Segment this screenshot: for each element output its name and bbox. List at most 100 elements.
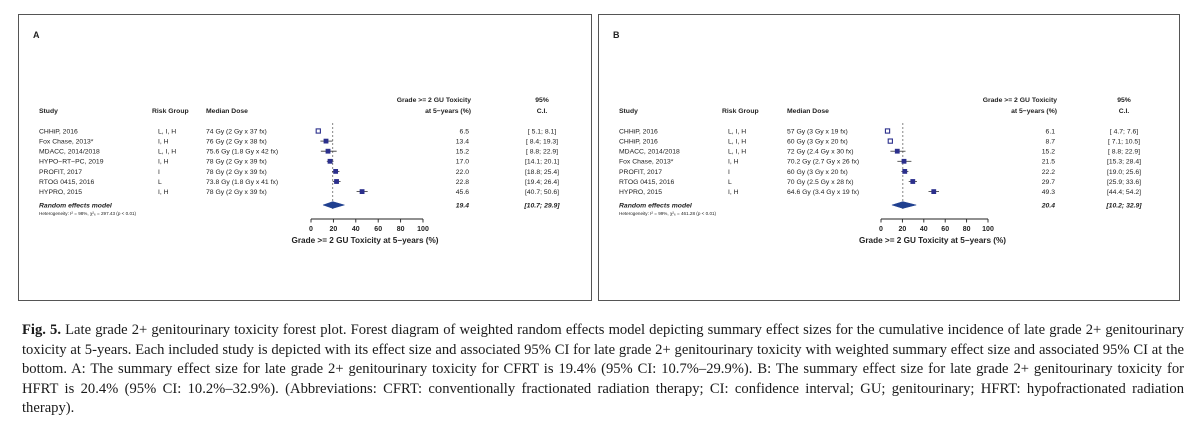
study-risk-group: I, H [728,159,739,166]
study-effect-marker [910,179,916,184]
forest-plot-panel-b: B Study Risk Group Median Dose Grade >= 2 GU… [598,14,1180,301]
study-effect: 15.2 [456,149,469,156]
study-effect-marker [902,169,908,174]
x-axis-label: Grade >= 2 GU Toxicity at 5−years (%) [291,236,438,245]
header-effect-line1: Grade >= 2 GU Toxicity [397,97,472,104]
study-effect: 22.8 [456,179,469,186]
x-axis-label: Grade >= 2 GU Toxicity at 5−years (%) [859,236,1006,245]
figure-caption: Fig. 5. Late grade 2+ genitourinary toxi… [22,321,1184,419]
study-effect: 29.7 [1042,179,1055,186]
header-study: Study [619,108,638,115]
study-risk-group: I [728,169,730,176]
x-axis-tick-label: 100 [982,226,994,233]
study-median-dose: 70 Gy (2.5 Gy x 28 fx) [787,179,853,186]
study-risk-group: I [158,169,160,176]
figure-caption-label: Fig. 5. [22,322,61,338]
x-axis-tick-label: 40 [920,226,928,233]
study-median-dose: 72 Gy (2.4 Gy x 30 fx) [787,149,853,156]
study-effect: 6.5 [460,128,470,135]
study-name: PROFIT, 2017 [39,169,82,176]
study-name: MDACC, 2014/2018 [39,149,100,156]
study-ci: [ 4.7; 7.6] [1110,128,1138,135]
study-effect-marker [325,148,331,154]
study-effect-marker [327,158,333,164]
study-name: CHHiP, 2016 [619,128,658,135]
study-ci: [ 8.4; 19.3] [526,139,558,146]
header-effect-line2: at 5−years (%) [1011,108,1057,115]
study-ci: [14.1; 20.1] [525,159,559,166]
study-effect-marker [884,128,891,134]
study-ci: [44.4; 54.2] [1107,189,1141,196]
study-name: RTOG 0415, 2016 [39,179,95,186]
figure-caption-text: Late grade 2+ genitourinary toxicity for… [22,322,1185,417]
study-effect: 45.6 [456,189,469,196]
study-ci: [ 8.8; 22.9] [1108,149,1140,156]
study-median-dose: 73.8 Gy (1.8 Gy x 41 fx) [206,179,278,186]
study-risk-group: L [158,179,162,186]
study-risk-group: I, H [158,189,169,196]
study-ci: [ 5.1; 8.1] [528,128,556,135]
x-axis-tick-label: 20 [899,226,907,233]
heterogeneity-text: Heterogeneity: I² = 99%, χ²₆ = 461.28 (p… [619,211,717,216]
study-effect: 21.5 [1042,159,1055,166]
study-effect: 22.0 [456,169,469,176]
header-study: Study [39,108,58,115]
study-effect: 15.2 [1042,149,1055,156]
summary-effect: 20.4 [1041,202,1055,209]
study-median-dose: 60 Gy (3 Gy x 20 fx) [787,169,848,176]
header-median-dose: Median Dose [787,108,829,115]
study-name: MDACC, 2014/2018 [619,149,680,156]
study-risk-group: I, H [158,139,169,146]
study-median-dose: 64.6 Gy (3.4 Gy x 19 fx) [787,189,859,196]
study-effect: 8.7 [1046,139,1056,146]
study-name: Fox Chase, 2013* [619,159,674,166]
study-ci: [25.9; 33.6] [1107,179,1141,186]
study-effect-marker [931,189,937,194]
study-median-dose: 70.2 Gy (2.7 Gy x 26 fx) [787,159,859,166]
study-median-dose: 57 Gy (3 Gy x 19 fx) [787,128,848,135]
x-axis-tick-label: 80 [397,226,405,233]
study-ci: [ 8.8; 22.9] [526,149,558,156]
study-name: HYPO−RT−PC, 2019 [39,159,104,166]
study-risk-group: L, I, H [728,139,746,146]
study-effect-marker [359,189,365,194]
header-risk-group: Risk Group [152,108,189,115]
header-median-dose: Median Dose [206,108,248,115]
study-effect-marker [333,169,339,174]
study-risk-group: L [728,179,732,186]
panel-label: A [33,30,40,40]
header-ci-line2: C.I. [537,108,548,115]
study-effect-marker [887,138,893,144]
study-effect: 22.2 [1042,169,1055,176]
header-risk-group: Risk Group [722,108,759,115]
study-effect-marker [894,148,900,154]
summary-diamond [322,201,346,209]
study-effect-marker [323,138,329,144]
study-median-dose: 60 Gy (3 Gy x 20 fx) [787,139,848,146]
study-median-dose: 78 Gy (2 Gy x 39 fx) [206,189,267,196]
heterogeneity-text: Heterogeneity: I² = 98%, χ²₆ = 297.43 (p… [39,211,137,216]
study-name: Fox Chase, 2013* [39,139,94,146]
panel-label: B [613,30,620,40]
study-effect: 6.1 [1046,128,1056,135]
study-name: HYPRO, 2015 [39,189,82,196]
study-name: PROFIT, 2017 [619,169,662,176]
header-ci-line2: C.I. [1119,108,1130,115]
study-ci: [19.0; 25.6] [1107,169,1141,176]
summary-ci: [10.2; 32.9] [1105,202,1142,209]
forest-plot-b: B Study Risk Group Median Dose Grade >= 2 GU… [613,30,1142,245]
header-ci-line1: 95% [535,97,549,104]
x-axis-tick-label: 100 [417,226,429,233]
study-risk-group: L, I, H [728,149,746,156]
x-axis-tick-label: 60 [941,226,949,233]
study-effect: 17.0 [456,159,469,166]
study-risk-group: L, I, H [158,149,176,156]
study-median-dose: 75.6 Gy (1.8 Gy x 42 fx) [206,149,278,156]
study-median-dose: 76 Gy (2 Gy x 38 fx) [206,139,267,146]
study-risk-group: I, H [158,159,169,166]
study-name: CHHiP, 2016 [619,139,658,146]
study-effect: 49.3 [1042,189,1055,196]
study-name: RTOG 0415, 2016 [619,179,675,186]
header-effect-line1: Grade >= 2 GU Toxicity [983,97,1058,104]
study-ci: [40.7; 50.6] [525,189,559,196]
